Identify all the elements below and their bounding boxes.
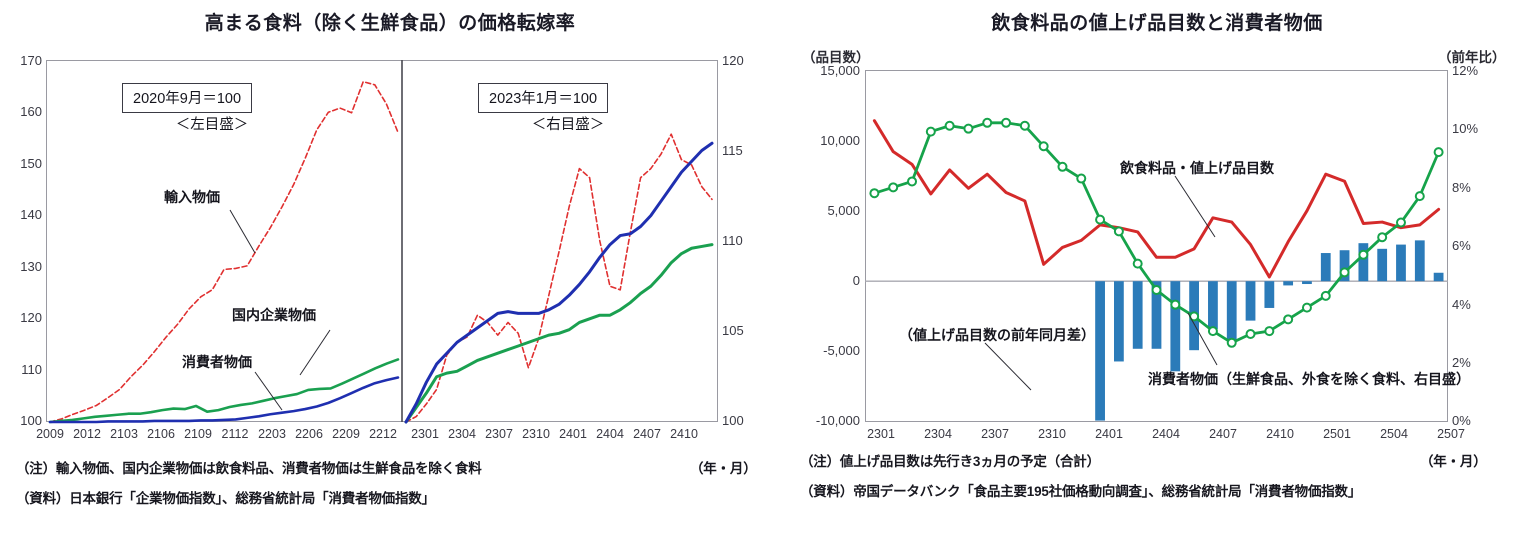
right-unit-year-month: （年・月）: [1420, 454, 1487, 469]
left-chart-title: 高まる食料（除く生鮮食品）の価格転嫁率: [204, 13, 576, 34]
right-xtick-3: 2310: [1038, 427, 1066, 441]
left-xtick-6: 2203: [258, 427, 286, 441]
right-pct-4: 4%: [1452, 297, 1471, 312]
right-xtick-10: 2507: [1437, 427, 1465, 441]
left-xtick-5: 2112: [221, 427, 249, 441]
right-chart-title: 飲食料品の値上げ品目数と消費者物価: [991, 13, 1323, 34]
left-xtick-9: 2212: [369, 427, 397, 441]
right-pct-8: 8%: [1452, 180, 1471, 195]
right-ytick-0: 0: [852, 273, 860, 288]
left-xtick-3: 2106: [147, 427, 175, 441]
right-ytick-15000: 15,000: [820, 63, 860, 78]
left-label-domestic-corporate-price: 国内企業物価: [232, 307, 316, 323]
left-b-xtick-3: 2310: [522, 427, 550, 441]
right-xtick-6: 2407: [1209, 427, 1237, 441]
left-ytick-130: 130: [20, 259, 42, 274]
left-ytick-140: 140: [20, 207, 42, 222]
right-ytick-neg5000: -5,000: [823, 343, 860, 358]
right-xtick-5: 2404: [1152, 427, 1180, 441]
right-xtick-1: 2304: [924, 427, 952, 441]
left-ytick-160: 160: [20, 104, 42, 119]
right-pct-6: 6%: [1452, 238, 1471, 253]
right-note-1: （注）値上げ品目数は先行き3ヵ月の予定（合計）: [800, 454, 1100, 469]
right-label-cpi: 消費者物価（生鮮食品、外食を除く食料、右目盛）: [1148, 371, 1470, 387]
left-subpanel-b-basis-box: 2023年1月＝100: [478, 83, 609, 113]
right-ytick-neg10000: -10,000: [815, 413, 860, 428]
left-b-xtick-4: 2401: [559, 427, 587, 441]
right-pct-10: 10%: [1452, 121, 1479, 136]
left-b-xtick-1: 2304: [448, 427, 476, 441]
right-note-2: （資料）帝国データバンク「食品主要195社価格動向調査」、総務省統計局「消費者物…: [800, 484, 1362, 499]
left-b-xtick-5: 2404: [596, 427, 624, 441]
right-xtick-0: 2301: [867, 427, 895, 441]
left-right-ytick-105: 105: [722, 323, 744, 338]
left-ytick-150: 150: [20, 156, 42, 171]
left-xtick-8: 2209: [332, 427, 360, 441]
left-b-xtick-2: 2307: [485, 427, 513, 441]
left-right-ytick-110: 110: [722, 233, 743, 248]
left-figure-panel: 高まる食料（除く生鮮食品）の価格転嫁率 170 160 150 140 130 …: [16, 13, 757, 506]
right-ytick-10000: 10,000: [820, 133, 860, 148]
left-xtick-2: 2103: [110, 427, 138, 441]
left-right-ytick-115: 115: [722, 143, 743, 158]
left-note-1: （注）輸入物価、国内企業物価は飲食料品、消費者物価は生鮮食品を除く食料: [16, 461, 482, 476]
right-pct-12: 12%: [1452, 63, 1479, 78]
left-right-ytick-100: 100: [722, 413, 744, 428]
left-xtick-1: 2012: [73, 427, 101, 441]
right-pct-0: 0%: [1452, 413, 1471, 428]
left-label-import-price: 輸入物価: [164, 189, 220, 205]
left-b-xtick-0: 2301: [411, 427, 439, 441]
left-ytick-110: 110: [21, 362, 42, 377]
left-note-2: （資料）日本銀行「企業物価指数」、総務省統計局「消費者物価指数」: [16, 491, 435, 506]
right-label-yoy-diff: （値上げ品目数の前年同月差）: [899, 327, 1095, 343]
right-figure-panel: 飲食料品の値上げ品目数と消費者物価 （品目数） （前年比） 15,000 10,…: [780, 0, 1534, 534]
right-left-axis-unit: （品目数）: [802, 50, 870, 65]
right-right-axis-unit: （前年比）: [1438, 50, 1506, 65]
left-ytick-100: 100: [20, 413, 42, 428]
right-xtick-7: 2410: [1266, 427, 1294, 441]
right-xtick-4: 2401: [1095, 427, 1123, 441]
left-ytick-120: 120: [20, 310, 42, 325]
left-xtick-0: 2009: [36, 427, 64, 441]
left-right-ytick-120: 120: [722, 53, 744, 68]
right-ytick-5000: 5,000: [827, 203, 860, 218]
left-subpanel-a-scale-label: ＜左目盛＞: [175, 117, 249, 133]
left-label-consumer-price: 消費者物価: [182, 354, 252, 370]
left-ytick-170: 170: [20, 53, 42, 68]
left-xtick-7: 2206: [295, 427, 323, 441]
right-xtick-2: 2307: [981, 427, 1009, 441]
right-label-items-count: 飲食料品・値上げ品目数: [1120, 160, 1274, 176]
right-xtick-8: 2501: [1323, 427, 1351, 441]
left-b-xtick-7: 2410: [670, 427, 698, 441]
right-pct-2: 2%: [1452, 355, 1471, 370]
left-subpanel-a-basis-box: 2020年9月＝100: [122, 83, 253, 113]
left-subpanel-b-scale-label: ＜右目盛＞: [531, 117, 605, 133]
left-xtick-4: 2109: [184, 427, 212, 441]
left-b-xtick-6: 2407: [633, 427, 661, 441]
right-xtick-9: 2504: [1380, 427, 1408, 441]
left-unit-year-month: （年・月）: [690, 461, 757, 476]
